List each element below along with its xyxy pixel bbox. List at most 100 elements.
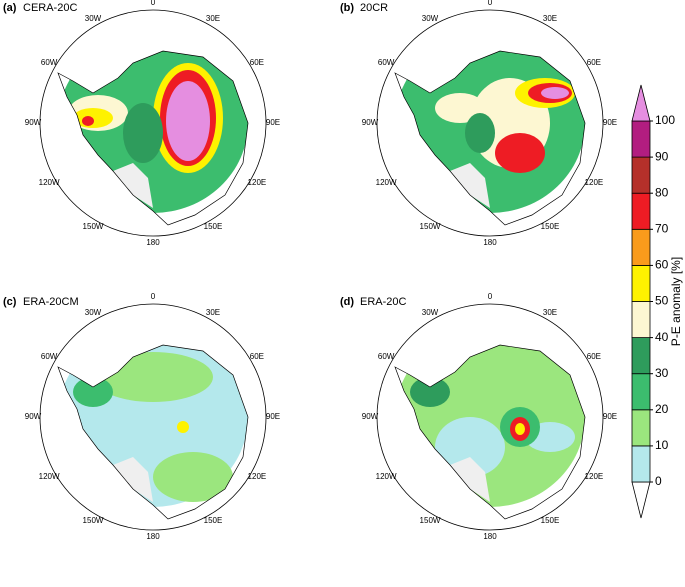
map-panel: 0 30E 60E 90E 120E 150E 180 150W 120W 90W 60W 30W xyxy=(362,0,617,247)
longitude-label: 90E xyxy=(603,412,617,421)
colorbar-box xyxy=(631,264,651,302)
longitude-label: 120W xyxy=(376,472,397,481)
longitude-label: 60E xyxy=(587,58,601,67)
longitude-label: 120W xyxy=(39,472,60,481)
longitude-label: 180 xyxy=(483,238,497,247)
anomaly-field xyxy=(58,51,248,213)
colorbar-tick-label: 50 xyxy=(655,294,669,308)
longitude-label: 30W xyxy=(422,308,439,317)
colorbar-box xyxy=(631,409,651,447)
anomaly-patch xyxy=(495,133,545,173)
colorbar: 0 10 20 30 40 50 60 70 80 90 100 P-E anomaly [%] xyxy=(631,84,683,519)
longitude-label: 90W xyxy=(25,118,42,127)
longitude-label: 60W xyxy=(378,352,395,361)
longitude-label: 90W xyxy=(25,412,42,421)
anomaly-patch xyxy=(82,116,94,126)
longitude-label: 60W xyxy=(41,352,58,361)
longitude-label: 30E xyxy=(206,308,220,317)
longitude-label: 0 xyxy=(488,292,493,301)
longitude-label: 120W xyxy=(39,178,60,187)
colorbar-tick-label: 60 xyxy=(655,258,669,272)
panel-label: (c) xyxy=(3,296,17,308)
longitude-label: 150W xyxy=(83,222,104,231)
longitude-label: 120E xyxy=(585,178,604,187)
anomaly-patch xyxy=(166,81,210,161)
panel-title: ERA-20CM xyxy=(23,296,79,308)
anomaly-patch xyxy=(465,113,495,153)
longitude-label: 90W xyxy=(362,118,379,127)
longitude-label: 60W xyxy=(378,58,395,67)
longitude-label: 30W xyxy=(422,14,439,23)
colorbar-tick-label: 70 xyxy=(655,221,669,235)
panel-label: (b) xyxy=(340,2,354,14)
longitude-label: 120E xyxy=(248,472,267,481)
longitude-label: 120W xyxy=(376,178,397,187)
longitude-label: 150W xyxy=(420,222,441,231)
longitude-label: 0 xyxy=(151,0,156,7)
longitude-label: 90W xyxy=(362,412,379,421)
map-panel: 0 30E 60E 90E 120E 150E 180 150W 120W 90W 60W 30W xyxy=(25,0,280,247)
colorbar-box xyxy=(631,192,651,230)
colorbar-tick-label: 0 xyxy=(655,474,662,488)
map-panel: 0 30E 60E 90E 120E 150E 180 150W 120W 90W 60W 30W xyxy=(25,292,280,541)
longitude-label: 150W xyxy=(420,516,441,525)
longitude-label: 180 xyxy=(146,238,160,247)
longitude-label: 120E xyxy=(585,472,604,481)
colorbar-box xyxy=(631,301,651,338)
anomaly-patch xyxy=(395,345,585,507)
anomaly-patch xyxy=(73,108,113,128)
anomaly-patch xyxy=(435,93,485,123)
longitude-label: 30E xyxy=(206,14,220,23)
anomaly-field xyxy=(395,345,585,507)
colorbar-tick-label: 20 xyxy=(655,402,669,416)
longitude-label: 60W xyxy=(41,58,58,67)
anomaly-patch xyxy=(153,452,233,502)
longitude-label: 30W xyxy=(85,14,102,23)
colorbar-tick-label: 30 xyxy=(655,366,669,380)
longitude-label: 150E xyxy=(541,516,560,525)
anomaly-field xyxy=(58,345,248,507)
anomaly-patch xyxy=(435,417,505,477)
colorbar-box xyxy=(631,228,651,266)
panel-title: CERA-20C xyxy=(23,2,77,14)
longitude-label: 150E xyxy=(204,222,223,231)
colorbar-tick-label: 100 xyxy=(655,113,675,127)
longitude-label: 0 xyxy=(151,292,156,301)
colorbar-box xyxy=(631,373,651,411)
globe-border xyxy=(39,9,267,237)
colorbar-box xyxy=(631,445,651,483)
colorbar-box xyxy=(631,120,651,158)
colorbar-tick-label: 90 xyxy=(655,149,669,163)
anomaly-patch xyxy=(177,421,189,433)
longitude-label: 30E xyxy=(543,308,557,317)
anomaly-patch xyxy=(123,103,163,163)
longitude-label: 180 xyxy=(483,532,497,541)
longitude-label: 60E xyxy=(250,58,264,67)
panel-title: 20CR xyxy=(360,2,388,14)
anomaly-field xyxy=(395,51,585,213)
anomaly-patch xyxy=(541,87,569,99)
longitude-label: 90E xyxy=(266,412,280,421)
longitude-label: 90E xyxy=(603,118,617,127)
longitude-label: 120E xyxy=(248,178,267,187)
colorbar-label: P-E anomaly [%] xyxy=(669,257,683,346)
longitude-label: 150E xyxy=(541,222,560,231)
colorbar-under xyxy=(631,481,651,519)
panel-title: ERA-20C xyxy=(360,296,407,308)
globe-border xyxy=(39,303,267,531)
map-panel: 0 30E 60E 90E 120E 150E 180 150W 120W 90W 60W 30W xyxy=(362,292,617,541)
longitude-label: 180 xyxy=(146,532,160,541)
globe-border xyxy=(376,9,604,237)
panel-label: (d) xyxy=(340,296,354,308)
longitude-label: 90E xyxy=(266,118,280,127)
anomaly-patch xyxy=(410,377,450,407)
anomaly-patch xyxy=(73,377,113,407)
longitude-label: 30E xyxy=(543,14,557,23)
colorbar-tick-label: 40 xyxy=(655,330,669,344)
longitude-label: 150E xyxy=(204,516,223,525)
colorbar-box xyxy=(631,156,651,194)
colorbar-tick-label: 80 xyxy=(655,185,669,199)
anomaly-patch xyxy=(515,423,525,435)
longitude-label: 0 xyxy=(488,0,493,7)
